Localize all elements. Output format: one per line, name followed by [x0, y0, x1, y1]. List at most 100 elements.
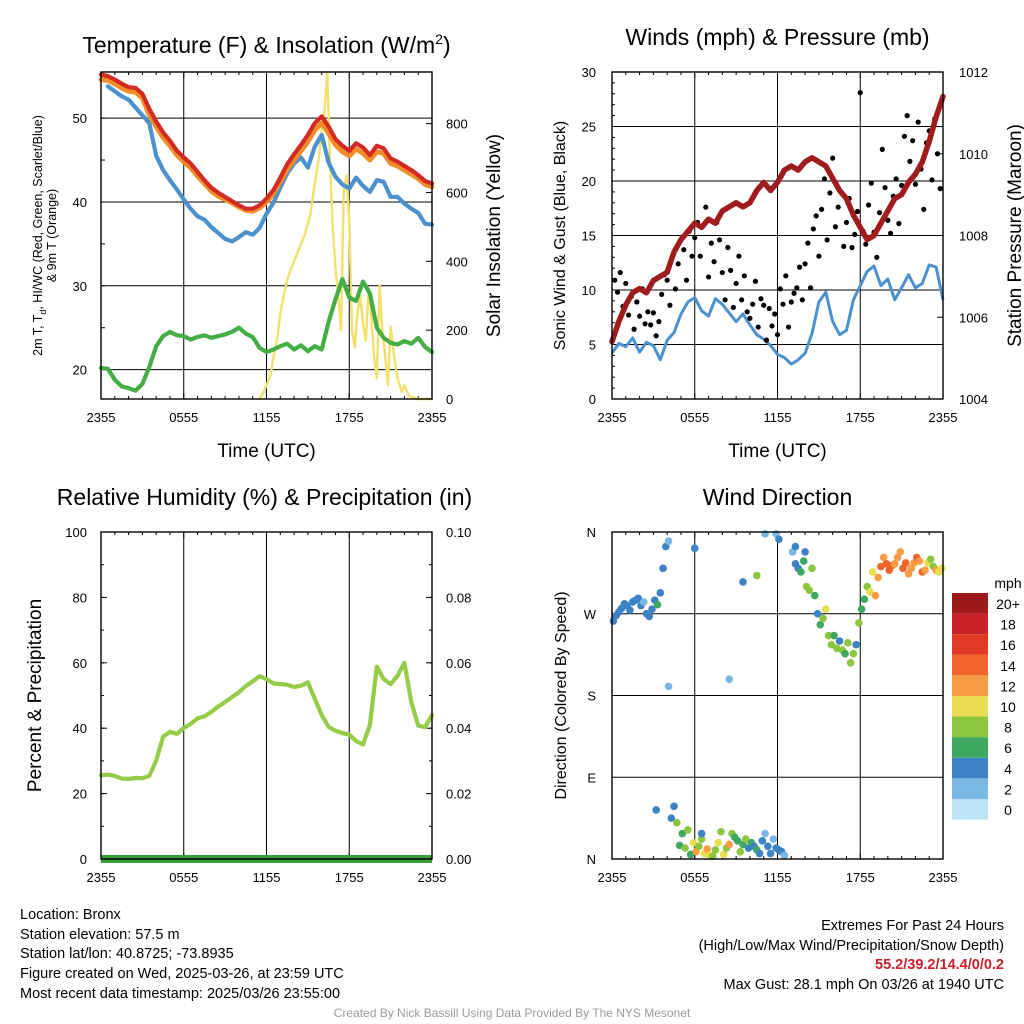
chart-title: Temperature (F) & Insolation (W/m2) — [82, 31, 450, 58]
gust-point — [937, 186, 943, 192]
y-axis-label-group: Direction (Colored By Speed) — [553, 591, 570, 799]
direction-point — [739, 578, 747, 586]
colorbar-swatch — [952, 799, 988, 820]
y-tick-label: 5 — [589, 338, 596, 353]
direction-point — [857, 605, 866, 614]
plot-border — [100, 71, 433, 400]
direction-point — [805, 586, 814, 594]
gust-point — [739, 297, 745, 303]
gust-point — [703, 204, 709, 210]
gust-point — [843, 219, 850, 226]
gust-point — [835, 204, 841, 210]
direction-point — [791, 542, 800, 551]
x-tick-label: 2355 — [87, 870, 116, 885]
y-tick-label: N — [587, 525, 596, 540]
x-tick-label: 0555 — [169, 410, 198, 425]
plot-border — [100, 531, 433, 860]
y2-tick-label: 0.06 — [446, 656, 471, 671]
extremes-values: 55.2/39.2/14.4/0/0.2 — [875, 957, 1004, 974]
y-axis-label: Direction (Colored By Speed) — [553, 591, 570, 799]
direction-point — [799, 557, 808, 565]
gust-point — [744, 309, 750, 315]
gust-point — [741, 273, 748, 279]
direction-point — [684, 826, 692, 834]
colorbar-label: 10 — [1000, 699, 1016, 715]
direction-point — [733, 837, 742, 845]
gust-point — [636, 313, 643, 319]
direction-point — [664, 537, 673, 545]
colorbar-swatch — [952, 593, 988, 614]
gust-point — [915, 119, 921, 125]
x-axis-label: Time (UTC) — [728, 441, 827, 462]
colorbar-swatch — [952, 696, 988, 717]
x-tick-label: 2355 — [418, 870, 447, 885]
gust-point — [904, 113, 910, 119]
direction-point — [860, 595, 869, 604]
y2-tick-label: 200 — [446, 323, 468, 338]
direction-point — [741, 835, 750, 843]
y2-tick-label: 1012 — [959, 65, 988, 80]
y-tick-label: 25 — [582, 120, 596, 135]
direction-point — [690, 544, 699, 553]
station-location: Location: Bronx — [20, 907, 121, 923]
direction-point — [758, 837, 767, 845]
gust-point — [653, 333, 659, 339]
y-tick-label: W — [584, 607, 597, 622]
y-tick-label: 40 — [73, 195, 87, 210]
extremes-heading: Extremes For Past 24 Hours — [821, 918, 1004, 934]
x-tick-label: 1155 — [253, 870, 281, 885]
series-hiwc-line — [105, 84, 435, 244]
chart-title-sup: 2 — [435, 31, 443, 47]
speed-colorbar: mph 20+ 18 16 14 12 10 8 6 4 2 0 — [952, 575, 1022, 820]
y-axis-label-part2: , HI/WC (Red, Green, Scarlet/Blue) — [31, 115, 45, 310]
gust-point — [761, 302, 767, 308]
direction-point — [708, 852, 717, 861]
direction-point — [890, 559, 899, 568]
gust-point — [730, 304, 736, 311]
direction-point — [670, 802, 678, 811]
gust-point — [614, 289, 621, 295]
gust-point — [857, 90, 863, 96]
gust-point — [788, 299, 794, 305]
gust-point — [656, 319, 662, 325]
gust-point — [728, 267, 734, 273]
y2-tick-label: 1008 — [959, 229, 988, 244]
direction-point — [830, 631, 838, 640]
direction-point — [816, 620, 825, 629]
colorbar-label: 4 — [1004, 761, 1012, 777]
gust-point — [865, 202, 872, 208]
y-tick-label: 40 — [73, 721, 87, 736]
colorbar-swatch — [952, 634, 988, 655]
direction-point — [667, 814, 676, 822]
max-gust: Max Gust: 28.1 mph On 03/26 at 1940 UTC — [723, 977, 1004, 994]
direction-point — [634, 594, 643, 603]
direction-point — [926, 555, 935, 564]
x-tick-label: 2355 — [598, 410, 627, 425]
x-tick-label: 2355 — [87, 410, 116, 425]
y-tick-label: E — [587, 770, 596, 785]
gust-point — [901, 133, 907, 139]
gust-point — [852, 231, 858, 238]
station-latlon: Station lat/lon: 40.8725; -73.8935 — [20, 946, 234, 963]
direction-point — [626, 606, 634, 614]
y-tick-label: S — [587, 689, 596, 704]
direction-point — [764, 842, 772, 851]
direction-point — [652, 806, 660, 814]
series-t2m-line — [98, 72, 435, 211]
gust-point — [863, 241, 869, 247]
gust-point — [722, 297, 728, 303]
gust-point — [683, 277, 690, 283]
gust-point — [612, 277, 618, 283]
gust-point — [796, 264, 803, 270]
chart-title: Relative Humidity (%) & Precipitation (i… — [57, 484, 472, 510]
series-t9m-line — [98, 77, 435, 214]
x-tick-label: 1755 — [335, 870, 364, 885]
direction-point — [901, 559, 910, 567]
gust-point — [755, 324, 761, 330]
direction-point — [810, 591, 819, 600]
direction-point — [673, 818, 681, 827]
x-tick-label: 1755 — [335, 410, 364, 425]
